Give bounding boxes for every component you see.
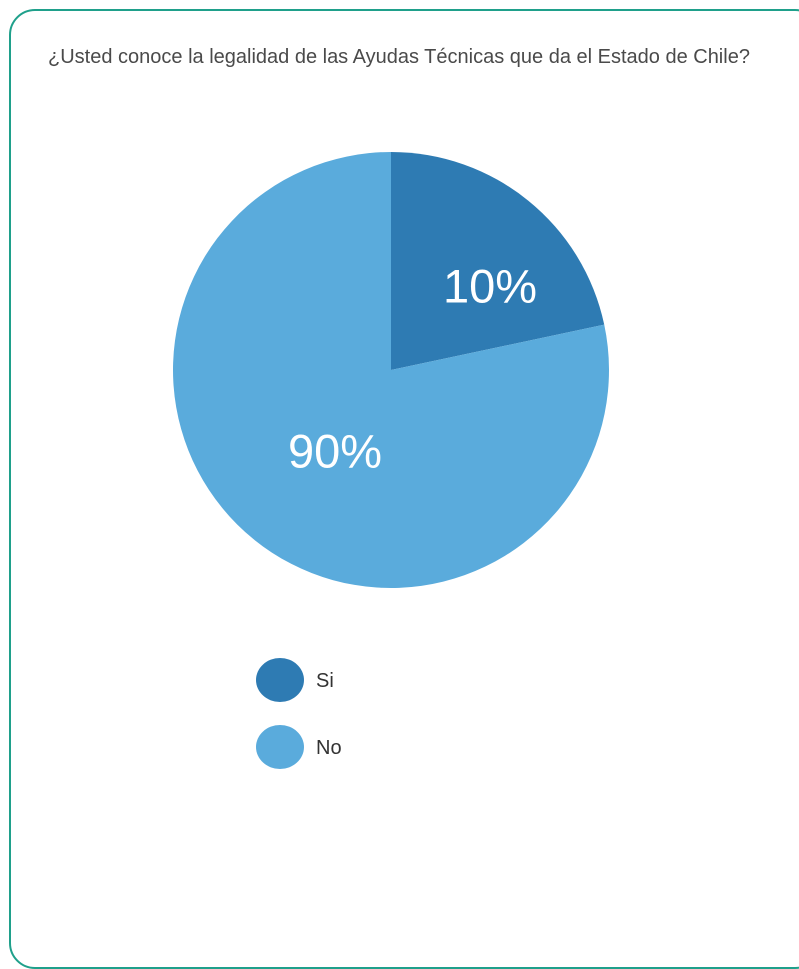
legend-label-no: No bbox=[316, 737, 342, 759]
legend-swatch-no bbox=[256, 725, 304, 769]
pie-slice-si bbox=[391, 152, 605, 370]
slice-label-no: 90% bbox=[288, 424, 382, 477]
legend-label-si: Si bbox=[316, 670, 334, 692]
pie-chart: 10% 90% Si No bbox=[173, 152, 610, 769]
slice-label-si: 10% bbox=[443, 259, 537, 312]
legend-swatch-si bbox=[256, 658, 304, 702]
chart-legend: Si No bbox=[256, 658, 342, 769]
pie-slice-no bbox=[173, 152, 610, 588]
question-text: ¿Usted conoce la legalidad de las Ayudas… bbox=[48, 46, 750, 68]
